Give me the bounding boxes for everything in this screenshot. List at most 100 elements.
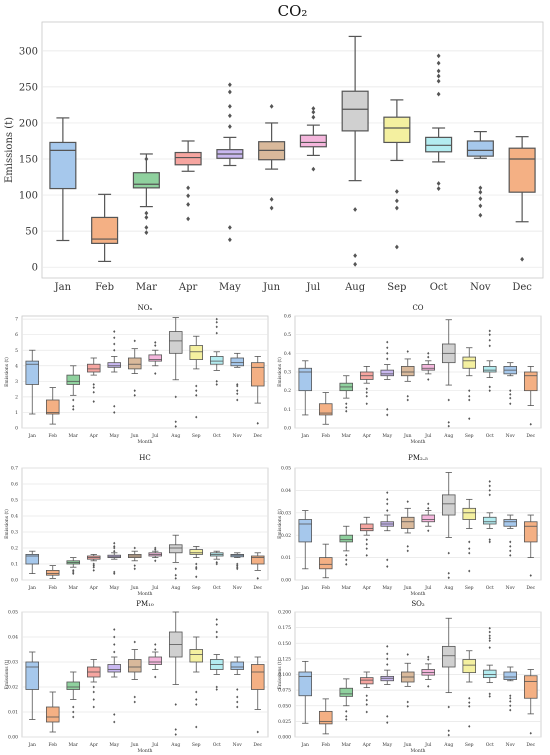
chart-panel-6: 0.000 0.025 0.050 0.075 0.100 0.125 0.150 0.175… <box>276 600 542 754</box>
y-tick-label: 3 <box>15 379 18 385</box>
chart-panel-2: 0.0 0.1 0.2 0.3 0.4 0.5 0.6 CO Emissions (t) Mont… <box>276 304 542 445</box>
chart-panel-4: 0.00 0.01 0.02 0.03 0.04 0.05 PM₂.₅ Emissions (… <box>276 454 542 597</box>
box-aug <box>441 472 456 580</box>
outlier-point <box>215 685 218 689</box>
outlier-point <box>236 398 239 402</box>
outlier-point <box>195 575 198 579</box>
outlier-point <box>488 646 491 650</box>
outlier-point <box>406 653 409 656</box>
outlier-point <box>227 225 232 230</box>
outlier-point <box>154 546 157 550</box>
outlier-point <box>133 339 136 343</box>
outlier-point <box>488 692 491 696</box>
x-tick-label: Jul <box>151 742 159 748</box>
x-tick-label: Mar <box>69 433 79 439</box>
outlier-point <box>520 256 525 262</box>
outlier-point <box>215 317 218 321</box>
iqr-box <box>250 555 265 565</box>
x-tick-label: Sep <box>192 433 201 439</box>
outlier-point <box>133 567 136 571</box>
outlier-point <box>386 502 389 506</box>
outlier-point <box>427 378 430 381</box>
outlier-point <box>436 73 441 79</box>
box-feb <box>318 392 333 425</box>
y-tick-label: 0.3 <box>11 530 18 536</box>
outlier-point <box>509 389 512 393</box>
box-jan <box>298 360 313 416</box>
outlier-point <box>174 577 177 580</box>
outlier-point <box>436 68 441 74</box>
x-tick-label: Jul <box>151 585 159 591</box>
box-jul <box>148 643 163 679</box>
outlier-point <box>529 422 532 426</box>
outlier-point <box>236 567 239 571</box>
outlier-point <box>394 189 399 194</box>
y-tick-label: 0.125 <box>278 656 291 662</box>
y-tick-label: 0.0 <box>284 426 291 432</box>
x-tick-label: Jan <box>28 433 36 439</box>
outlier-point <box>478 185 483 191</box>
outlier-point <box>353 207 358 212</box>
outlier-point <box>478 189 483 195</box>
iqr-box <box>400 365 415 377</box>
x-tick-label: Oct <box>430 282 448 293</box>
outlier-point <box>468 389 471 393</box>
outlier-point <box>154 648 157 651</box>
y-tick-label: 0.04 <box>8 635 18 641</box>
outlier-point <box>427 506 430 510</box>
box-dec <box>250 552 265 580</box>
outlier-point <box>488 489 491 492</box>
x-tick-label: Dec <box>253 585 262 591</box>
y-axis-label: Emissions (t) <box>276 357 283 387</box>
outlier-point <box>215 383 218 386</box>
x-tick-label: May <box>382 585 392 591</box>
iqr-box <box>466 140 494 157</box>
outlier-point <box>154 372 157 375</box>
outlier-point <box>256 421 259 425</box>
iqr-box <box>86 363 101 373</box>
outlier-point <box>509 545 512 548</box>
x-tick-label: May <box>382 433 392 439</box>
outlier-point <box>72 398 75 402</box>
iqr-box <box>174 151 202 166</box>
outlier-point <box>365 402 368 406</box>
outlier-point <box>256 577 259 580</box>
box-jan <box>25 651 40 720</box>
chart-title: CO <box>412 304 423 312</box>
x-tick-label: Aug <box>443 585 453 591</box>
y-tick-label: 0.01 <box>8 710 18 716</box>
x-tick-label: Sep <box>192 742 201 748</box>
outlier-point <box>92 569 95 572</box>
chart-title: PM₁₀ <box>136 600 154 608</box>
box-may <box>380 644 395 725</box>
outlier-point <box>236 384 239 388</box>
x-tick-label: Aug <box>170 585 180 591</box>
x-tick-label: Mar <box>342 433 352 439</box>
y-tick-label: 0.3 <box>284 370 291 376</box>
outlier-point <box>386 491 389 495</box>
outlier-point <box>113 628 116 631</box>
x-axis-label: Month <box>138 591 153 597</box>
x-tick-label: Oct <box>213 742 221 748</box>
x-tick-label: Jul <box>306 282 321 293</box>
outlier-point <box>427 655 430 659</box>
iqr-box <box>189 345 204 360</box>
x-tick-label: Sep <box>465 742 474 748</box>
y-axis-label: Emissions (t) <box>276 509 283 539</box>
outlier-point <box>488 329 491 333</box>
outlier-point <box>154 344 157 347</box>
iqr-box <box>359 523 374 532</box>
box-nov <box>230 552 245 571</box>
chart-title: PM₂.₅ <box>408 454 428 462</box>
x-tick-label: Oct <box>486 742 494 748</box>
y-tick-label: 0.01 <box>281 555 291 561</box>
outlier-point <box>447 398 450 402</box>
box-jan <box>25 349 40 415</box>
outlier-point <box>436 91 441 97</box>
outlier-point <box>386 497 389 501</box>
chart-panel-5: 0.00 0.01 0.02 0.03 0.04 0.05 PM₁₀ Emissions (t… <box>3 600 269 754</box>
box-jul <box>421 351 436 381</box>
outlier-point <box>113 720 116 724</box>
